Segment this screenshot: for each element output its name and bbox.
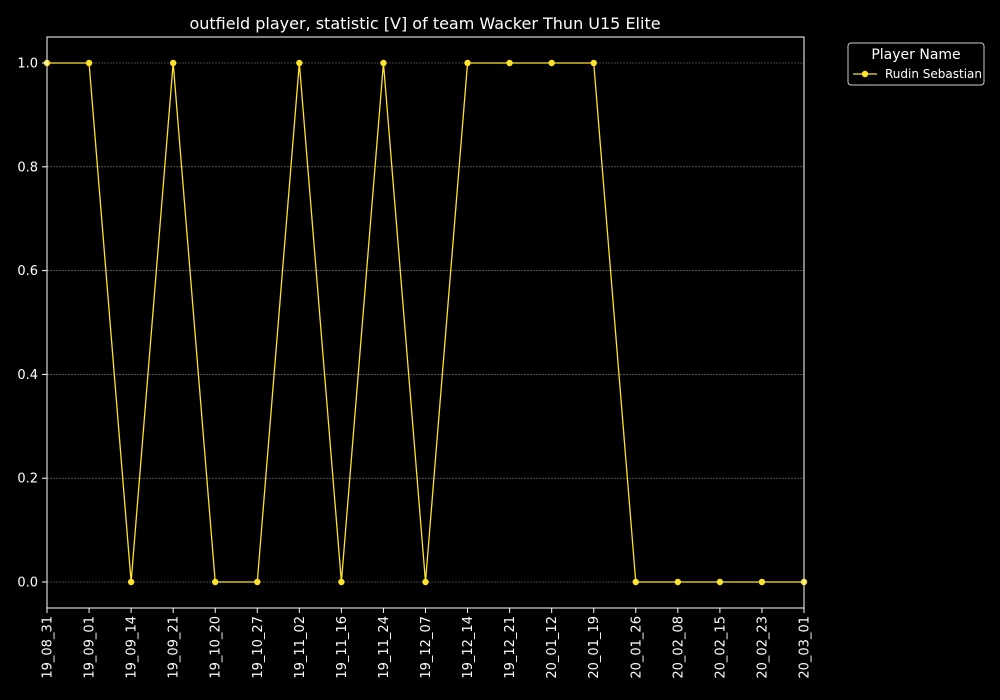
y-axis: 0.0 0.2 0.4 0.6 0.8 1.0 <box>17 57 47 591</box>
y-tick-label: 0.4 <box>17 368 38 383</box>
y-tick-label: 1.0 <box>17 57 38 72</box>
data-point <box>716 578 724 586</box>
data-point <box>254 578 261 586</box>
x-tick-label: 19_11_24 <box>377 616 392 679</box>
y-tick-label: 0.2 <box>17 472 38 487</box>
x-tick-label: 19_12_07 <box>419 616 434 679</box>
data-point <box>127 578 135 586</box>
x-tick-label: 19_10_20 <box>209 616 224 679</box>
x-tick-label: 20_02_23 <box>755 616 770 679</box>
data-point <box>632 578 639 586</box>
data-point <box>422 578 429 586</box>
x-tick-label: 19_11_16 <box>335 616 350 679</box>
x-tick-label: 19_08_31 <box>41 616 56 679</box>
x-tick-label: 19_10_27 <box>251 616 266 679</box>
series <box>43 59 808 586</box>
x-tick-label: 19_12_14 <box>461 616 476 679</box>
data-point <box>169 59 177 67</box>
x-tick-label: 20_01_12 <box>545 616 560 679</box>
y-tick-label: 0.0 <box>17 576 38 591</box>
data-point <box>758 578 766 586</box>
data-point <box>548 59 555 67</box>
grid <box>47 62 804 583</box>
x-tick-label: 19_12_21 <box>503 616 518 679</box>
x-tick-label: 19_09_21 <box>167 616 182 679</box>
data-point <box>590 59 597 67</box>
chart-title: outfield player, statistic [V] of team W… <box>189 14 660 33</box>
x-tick-label: 20_02_15 <box>713 616 728 679</box>
data-point <box>674 578 682 586</box>
data-point <box>380 59 387 67</box>
legend-title: Player Name <box>871 47 960 63</box>
y-tick-label: 0.8 <box>17 160 38 175</box>
x-tick-label: 19_09_01 <box>83 616 98 679</box>
legend: Player Name Rudin Sebastian <box>847 42 985 86</box>
data-point <box>212 578 219 586</box>
data-point <box>338 578 345 586</box>
x-tick-label: 20_01_19 <box>587 616 602 679</box>
data-point <box>85 59 93 67</box>
data-point <box>296 59 303 67</box>
x-tick-label: 20_02_08 <box>671 616 686 679</box>
legend-box <box>847 42 985 86</box>
legend-series-label: Rudin Sebastian <box>885 67 982 81</box>
x-tick-label: 20_01_26 <box>629 616 644 679</box>
legend-marker-swatch <box>861 70 869 78</box>
x-tick-label: 19_11_02 <box>293 616 308 679</box>
y-tick-label: 0.6 <box>17 264 38 279</box>
x-tick-label: 20_03_01 <box>798 616 813 679</box>
data-point <box>506 59 513 67</box>
data-point <box>464 59 471 67</box>
x-tick-label: 19_09_14 <box>125 616 140 679</box>
x-axis: 19_08_31 19_09_01 19_09_14 19_09_21 19_10_20… <box>41 608 813 679</box>
